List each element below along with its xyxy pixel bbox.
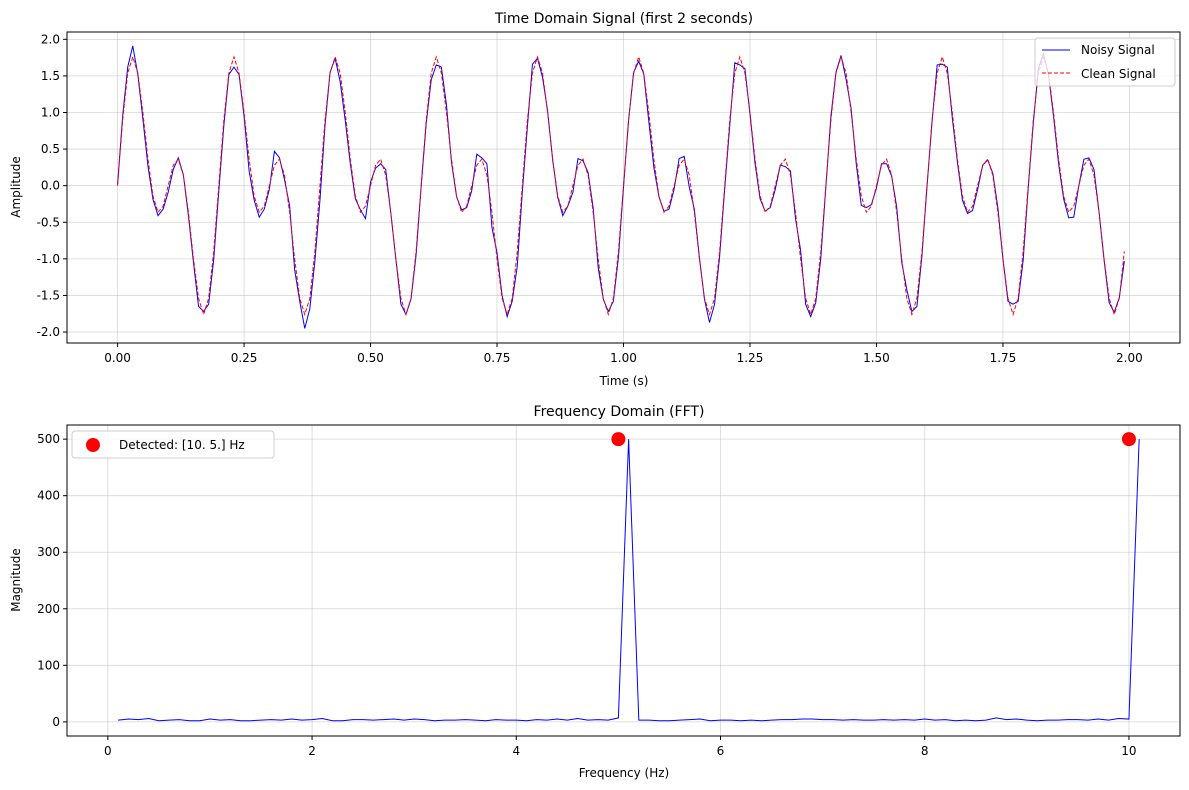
time-domain-y-tick-label: 0.0 bbox=[41, 179, 60, 193]
frequency-domain-lines bbox=[118, 432, 1140, 722]
time-domain-y-label: Amplitude bbox=[9, 156, 23, 218]
frequency-domain-y-tick-label: 300 bbox=[37, 545, 60, 559]
time-domain-x-tick-label: 2.00 bbox=[1116, 351, 1143, 365]
time-domain-y-tick-label: -0.5 bbox=[37, 215, 60, 229]
detected-peak-marker bbox=[611, 432, 626, 447]
detected-peak-marker bbox=[1121, 432, 1136, 447]
time-domain-y-tick-label: -1.5 bbox=[37, 288, 60, 302]
frequency-domain-plot: Frequency Domain (FFT) 0 2 4 6 8 10 0 100 200 30… bbox=[9, 404, 1181, 780]
time-domain-plot: Time Domain Signal (first 2 seconds) 0.0… bbox=[9, 11, 1181, 388]
frequency-domain-x-tick-label: 0 bbox=[104, 744, 112, 758]
time-domain-y-tick-label: -2.0 bbox=[37, 325, 60, 339]
legend-noisy-label: Noisy Signal bbox=[1081, 43, 1155, 57]
frequency-domain-y-tick-label: 100 bbox=[37, 658, 60, 672]
time-domain-legend: Noisy Signal Clean Signal bbox=[1034, 37, 1176, 87]
fft-magnitude-line bbox=[118, 439, 1140, 722]
frequency-domain-x-tick-label: 6 bbox=[717, 744, 725, 758]
time-domain-y-tick-label: 0.5 bbox=[41, 142, 60, 156]
time-domain-x-ticks: 0.00 0.25 0.50 0.75 1.00 1.25 1.50 1.75 2.00 bbox=[104, 343, 1143, 365]
frequency-domain-x-tick-label: 8 bbox=[921, 744, 929, 758]
frequency-domain-title: Frequency Domain (FFT) bbox=[534, 404, 705, 420]
time-domain-y-tick-label: 1.0 bbox=[41, 105, 60, 119]
time-domain-y-ticks: -2.0 -1.5 -1.0 -0.5 0.0 0.5 1.0 1.5 2.0 bbox=[37, 32, 67, 339]
time-domain-x-tick-label: 1.25 bbox=[737, 351, 764, 365]
time-domain-x-tick-label: 1.00 bbox=[610, 351, 637, 365]
frequency-domain-x-tick-label: 10 bbox=[1121, 744, 1136, 758]
legend-peak-marker bbox=[86, 438, 100, 452]
time-domain-y-tick-label: 2.0 bbox=[41, 32, 60, 46]
frequency-domain-y-tick-label: 200 bbox=[37, 602, 60, 616]
time-domain-x-tick-label: 1.50 bbox=[863, 351, 890, 365]
frequency-domain-y-tick-label: 500 bbox=[37, 432, 60, 446]
frequency-domain-x-tick-label: 4 bbox=[512, 744, 520, 758]
time-domain-x-tick-label: 1.75 bbox=[990, 351, 1017, 365]
frequency-domain-legend-box bbox=[71, 430, 275, 459]
frequency-domain-x-label: Frequency (Hz) bbox=[579, 766, 670, 780]
time-domain-y-tick-label: -1.0 bbox=[37, 252, 60, 266]
frequency-domain-x-ticks: 0 2 4 6 8 10 bbox=[104, 736, 1137, 758]
frequency-domain-y-ticks: 0 100 200 300 400 500 bbox=[37, 432, 67, 729]
frequency-domain-y-tick-label: 0 bbox=[52, 715, 60, 729]
frequency-domain-x-tick-label: 2 bbox=[308, 744, 316, 758]
time-domain-x-tick-label: 0.75 bbox=[484, 351, 511, 365]
time-domain-y-tick-label: 1.5 bbox=[41, 69, 60, 83]
legend-peak-label: Detected: [10. 5.] Hz bbox=[119, 438, 245, 452]
time-domain-x-tick-label: 0.50 bbox=[357, 351, 384, 365]
clean-signal-line bbox=[117, 55, 1125, 317]
frequency-domain-legend: Detected: [10. 5.] Hz bbox=[71, 430, 275, 459]
legend-clean-label: Clean Signal bbox=[1081, 67, 1156, 81]
time-domain-lines bbox=[117, 45, 1125, 329]
time-domain-x-tick-label: 0.00 bbox=[104, 351, 131, 365]
frequency-domain-y-tick-label: 400 bbox=[37, 489, 60, 503]
time-domain-x-tick-label: 0.25 bbox=[231, 351, 258, 365]
time-domain-x-label: Time (s) bbox=[599, 374, 649, 388]
frequency-domain-y-label: Magnitude bbox=[9, 548, 23, 612]
time-domain-title: Time Domain Signal (first 2 seconds) bbox=[494, 11, 753, 27]
frequency-domain-frame bbox=[66, 424, 1181, 737]
